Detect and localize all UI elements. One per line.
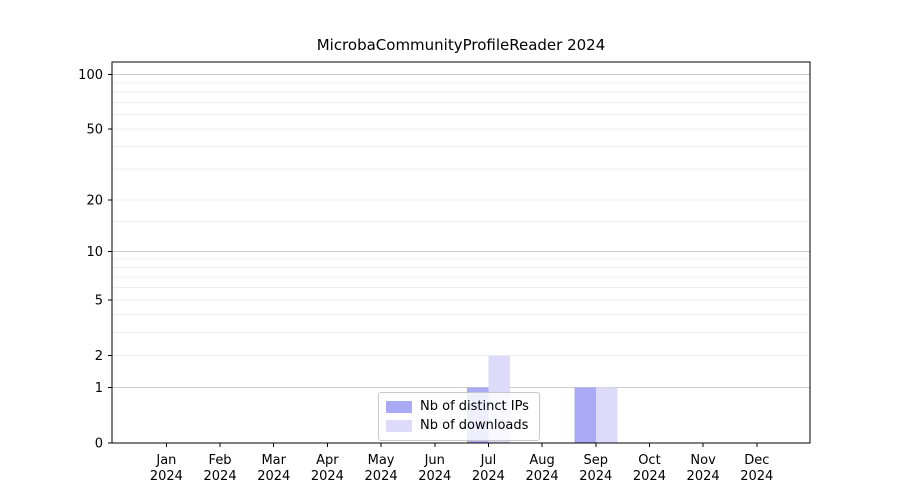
x-tick-label-year: 2024 [418, 469, 451, 484]
bar-downloads [595, 387, 618, 443]
legend-label-distinct-ips: Nb of distinct IPs [420, 399, 529, 414]
x-tick-label-month: Apr [316, 453, 339, 468]
y-tick-label: 10 [86, 245, 103, 260]
y-tick-label: 20 [86, 193, 103, 208]
y-tick-label: 0 [95, 437, 103, 452]
axes-spines [111, 61, 811, 444]
legend-item-downloads: Nb of downloads [386, 417, 529, 435]
x-tick-label-year: 2024 [633, 469, 666, 484]
x-tick-label-year: 2024 [740, 469, 773, 484]
y-tick-label: 1 [95, 381, 103, 396]
legend-label-downloads: Nb of downloads [420, 418, 529, 433]
x-tick-label-year: 2024 [579, 469, 612, 484]
y-tick-label: 50 [86, 122, 103, 137]
x-tick-label-year: 2024 [526, 469, 559, 484]
legend-swatch-downloads [386, 420, 412, 432]
x-tick-label-month: Sep [584, 453, 609, 468]
y-tick-label: 2 [95, 349, 103, 364]
x-tick-label-year: 2024 [204, 469, 237, 484]
y-tick-label: 5 [95, 293, 103, 308]
x-tick-label-year: 2024 [257, 469, 290, 484]
x-tick-label-month: Feb [209, 453, 232, 468]
x-tick-label-month: Jul [480, 453, 497, 468]
bar-distinct-ips [574, 387, 596, 443]
x-tick-label-month: Dec [744, 453, 769, 468]
x-tick-label-year: 2024 [365, 469, 398, 484]
x-tick-label-year: 2024 [150, 469, 183, 484]
chart-title: MicrobaCommunityProfileReader 2024 [316, 36, 606, 54]
x-tick-label-month: Nov [690, 453, 716, 468]
y-tick-label: 100 [78, 68, 103, 83]
x-tick-label-month: May [368, 453, 395, 468]
x-tick-label-month: Mar [261, 453, 286, 468]
x-tick-label-year: 2024 [472, 469, 505, 484]
x-tick-label-month: Jun [424, 453, 445, 468]
x-tick-label-year: 2024 [311, 469, 344, 484]
legend: Nb of distinct IPs Nb of downloads [378, 392, 540, 441]
x-tick-label-year: 2024 [687, 469, 720, 484]
legend-item-distinct-ips: Nb of distinct IPs [386, 398, 529, 416]
x-tick-label-month: Oct [638, 453, 660, 468]
x-tick-label-month: Jan [155, 453, 176, 468]
legend-swatch-distinct-ips [386, 401, 412, 413]
x-tick-label-month: Aug [529, 453, 554, 468]
